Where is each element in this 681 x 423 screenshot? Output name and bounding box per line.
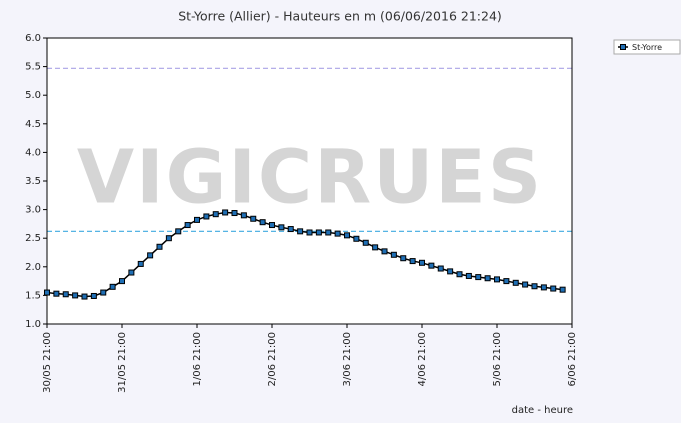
watermark: VIGICRUES xyxy=(77,135,543,221)
y-tick-label: 2.0 xyxy=(25,262,41,273)
data-point xyxy=(119,278,125,285)
data-point xyxy=(240,212,247,219)
data-point xyxy=(419,259,425,266)
y-tick-label: 3.0 xyxy=(25,205,41,216)
data-point xyxy=(156,243,163,250)
data-point xyxy=(456,271,463,278)
data-point xyxy=(269,222,275,229)
data-point xyxy=(72,292,79,299)
data-point xyxy=(53,290,60,297)
data-point xyxy=(90,292,97,299)
data-point xyxy=(315,229,322,236)
data-point xyxy=(390,251,397,258)
data-point xyxy=(297,228,304,235)
data-point xyxy=(559,286,566,293)
data-point xyxy=(540,284,547,291)
data-point xyxy=(344,232,350,239)
data-point xyxy=(503,278,510,285)
x-axis-label: date - heure xyxy=(512,405,573,416)
data-point xyxy=(231,210,238,217)
y-tick-label: 1.5 xyxy=(25,290,41,301)
data-point xyxy=(62,291,69,298)
x-tick-label: 6/06 21:00 xyxy=(567,332,578,386)
y-tick-label: 4.0 xyxy=(25,147,41,158)
y-tick-label: 1.0 xyxy=(25,319,41,330)
data-point xyxy=(165,235,172,242)
data-point xyxy=(175,228,182,235)
data-point xyxy=(137,260,144,267)
data-point xyxy=(259,219,266,226)
data-point xyxy=(428,262,435,269)
data-point xyxy=(437,265,444,272)
data-point xyxy=(287,226,294,233)
chart-title: St-Yorre (Allier) - Hauteurs en m (06/06… xyxy=(178,9,502,24)
data-point xyxy=(465,272,472,279)
x-tick-label: 5/06 21:00 xyxy=(492,332,503,386)
data-point xyxy=(222,209,229,216)
data-point xyxy=(184,222,191,229)
data-point xyxy=(362,239,369,246)
x-tick-label: 31/05 21:00 xyxy=(117,332,128,393)
y-tick-label: 4.5 xyxy=(25,119,41,130)
data-point xyxy=(81,293,88,300)
data-point xyxy=(409,258,416,265)
y-tick-label: 6.0 xyxy=(25,33,41,44)
data-point xyxy=(372,244,379,251)
y-tick-label: 5.0 xyxy=(25,90,41,101)
x-tick-label: 4/06 21:00 xyxy=(417,332,428,386)
data-point xyxy=(400,255,407,262)
data-point xyxy=(147,252,154,259)
data-point xyxy=(447,268,454,275)
data-point xyxy=(128,269,135,276)
data-point xyxy=(381,248,388,255)
data-point xyxy=(306,229,313,236)
plot-area xyxy=(47,38,572,324)
x-tick-label: 1/06 21:00 xyxy=(192,332,203,386)
legend-label: St-Yorre xyxy=(632,43,662,52)
data-point xyxy=(334,230,341,237)
data-point xyxy=(212,211,219,218)
x-tick-label: 2/06 21:00 xyxy=(267,332,278,386)
data-point xyxy=(100,289,107,296)
y-tick-label: 3.5 xyxy=(25,176,41,187)
data-point xyxy=(550,285,557,292)
y-tick-label: 2.5 xyxy=(25,233,41,244)
data-point xyxy=(44,289,50,296)
plot-frame xyxy=(46,37,573,325)
x-tick-label: 30/05 21:00 xyxy=(42,332,53,393)
data-point xyxy=(353,235,360,242)
data-point xyxy=(203,213,210,220)
legend-box xyxy=(613,39,681,55)
legend-marker xyxy=(620,44,626,50)
data-point xyxy=(278,224,285,231)
data-point xyxy=(531,283,538,290)
y-tick-label: 5.5 xyxy=(25,62,41,73)
data-point xyxy=(494,276,500,283)
data-point xyxy=(512,279,519,286)
data-point xyxy=(484,275,491,282)
data-point xyxy=(194,216,200,223)
data-point xyxy=(250,215,257,222)
data-point xyxy=(325,229,332,236)
data-point xyxy=(109,283,116,290)
x-tick-label: 3/06 21:00 xyxy=(342,332,353,386)
data-point xyxy=(475,274,482,281)
data-point xyxy=(522,281,529,288)
